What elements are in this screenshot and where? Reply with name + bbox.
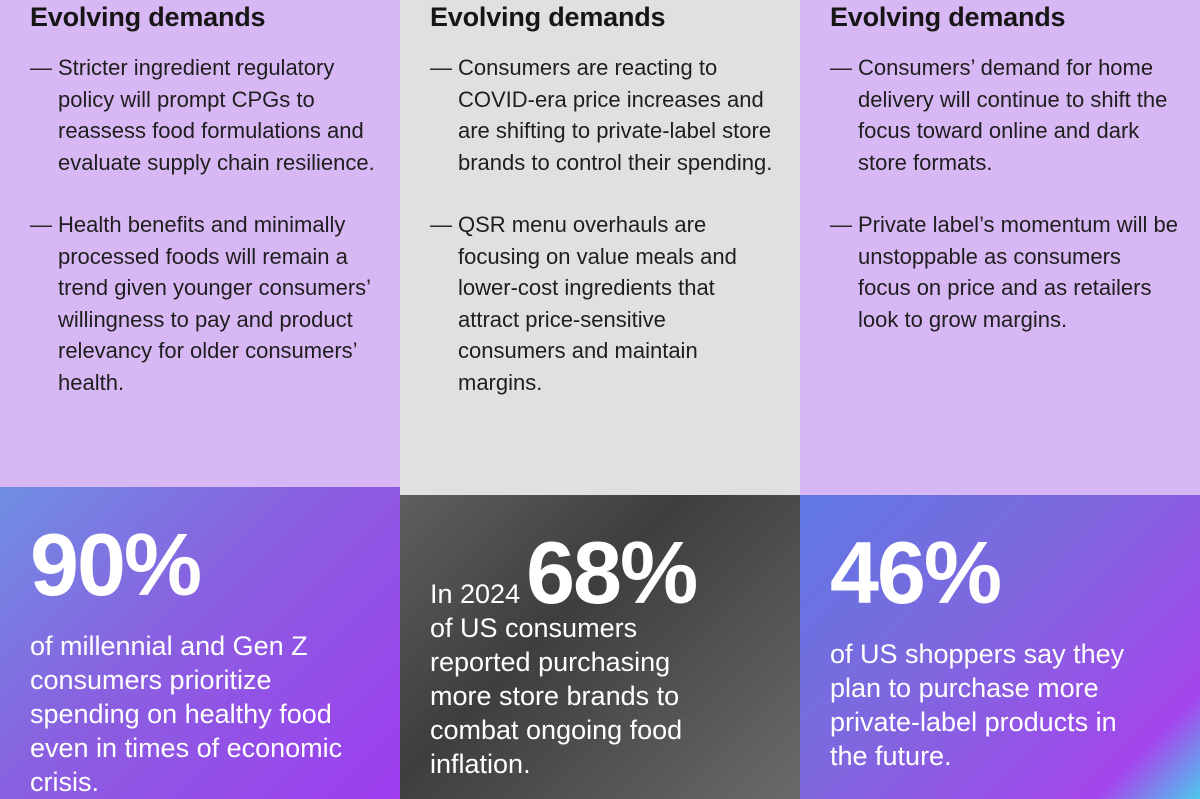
column-heading: Evolving demands bbox=[830, 2, 1066, 32]
column-1: Evolving demands — Stricter ingredient r… bbox=[0, 0, 400, 799]
stat-line: In 202468% bbox=[430, 529, 780, 617]
stat-value: 90% bbox=[30, 515, 202, 614]
dash-marker: — bbox=[430, 55, 452, 80]
stat-value: 46% bbox=[830, 523, 1002, 622]
bullet-list: — Consumers are reacting to COVID-era pr… bbox=[430, 52, 778, 398]
bullet-text: Consumers are reacting to COVID-era pric… bbox=[458, 55, 773, 175]
demands-panel-3: Evolving demands — Consumers’ demand for… bbox=[800, 0, 1200, 495]
bullet-item: — Stricter ingredient regulatory policy … bbox=[30, 52, 378, 178]
stat-panel-2: In 202468% of US consumers reported purc… bbox=[400, 495, 800, 799]
column-heading: Evolving demands bbox=[30, 2, 266, 32]
dash-marker: — bbox=[830, 212, 852, 237]
stat-description: of millennial and Gen Z consumers priori… bbox=[30, 631, 343, 797]
dash-marker: — bbox=[30, 212, 52, 237]
bullet-item: — Health benefits and minimally processe… bbox=[30, 209, 378, 398]
column-2: Evolving demands — Consumers are reactin… bbox=[400, 0, 800, 799]
bullet-item: — Consumers are reacting to COVID-era pr… bbox=[430, 52, 778, 178]
stat-panel-3: 46% of US shoppers say they plan to purc… bbox=[800, 495, 1200, 799]
bullet-text: Health benefits and minimally processed … bbox=[58, 212, 371, 395]
bullet-item: — QSR menu overhauls are focusing on val… bbox=[430, 209, 778, 398]
dash-marker: — bbox=[30, 55, 52, 80]
column-3: Evolving demands — Consumers’ demand for… bbox=[800, 0, 1200, 799]
stat-panel-1: 90% of millennial and Gen Z consumers pr… bbox=[0, 487, 400, 799]
bullet-item: — Consumers’ demand for home delivery wi… bbox=[830, 52, 1178, 178]
stat-description: of US consumers reported purchasing more… bbox=[430, 613, 683, 779]
stat-prefix: In 2024 bbox=[430, 579, 521, 609]
stat-value: 68% bbox=[526, 523, 698, 622]
bullet-text: Stricter ingredient regulatory policy wi… bbox=[58, 55, 375, 175]
bullet-text: QSR menu overhauls are focusing on value… bbox=[458, 212, 737, 395]
column-heading: Evolving demands bbox=[430, 2, 666, 32]
dash-marker: — bbox=[830, 55, 852, 80]
stat-description: of US shoppers say they plan to purchase… bbox=[830, 639, 1125, 771]
demands-panel-2: Evolving demands — Consumers are reactin… bbox=[400, 0, 800, 495]
bullet-text: Private label’s momentum will be unstopp… bbox=[858, 212, 1178, 332]
dash-marker: — bbox=[430, 212, 452, 237]
bullet-text: Consumers’ demand for home delivery will… bbox=[858, 55, 1168, 175]
demands-panel-1: Evolving demands — Stricter ingredient r… bbox=[0, 0, 400, 487]
bullet-list: — Stricter ingredient regulatory policy … bbox=[30, 52, 378, 398]
bullet-item: — Private label’s momentum will be unsto… bbox=[830, 209, 1178, 335]
bullet-list: — Consumers’ demand for home delivery wi… bbox=[830, 52, 1178, 335]
